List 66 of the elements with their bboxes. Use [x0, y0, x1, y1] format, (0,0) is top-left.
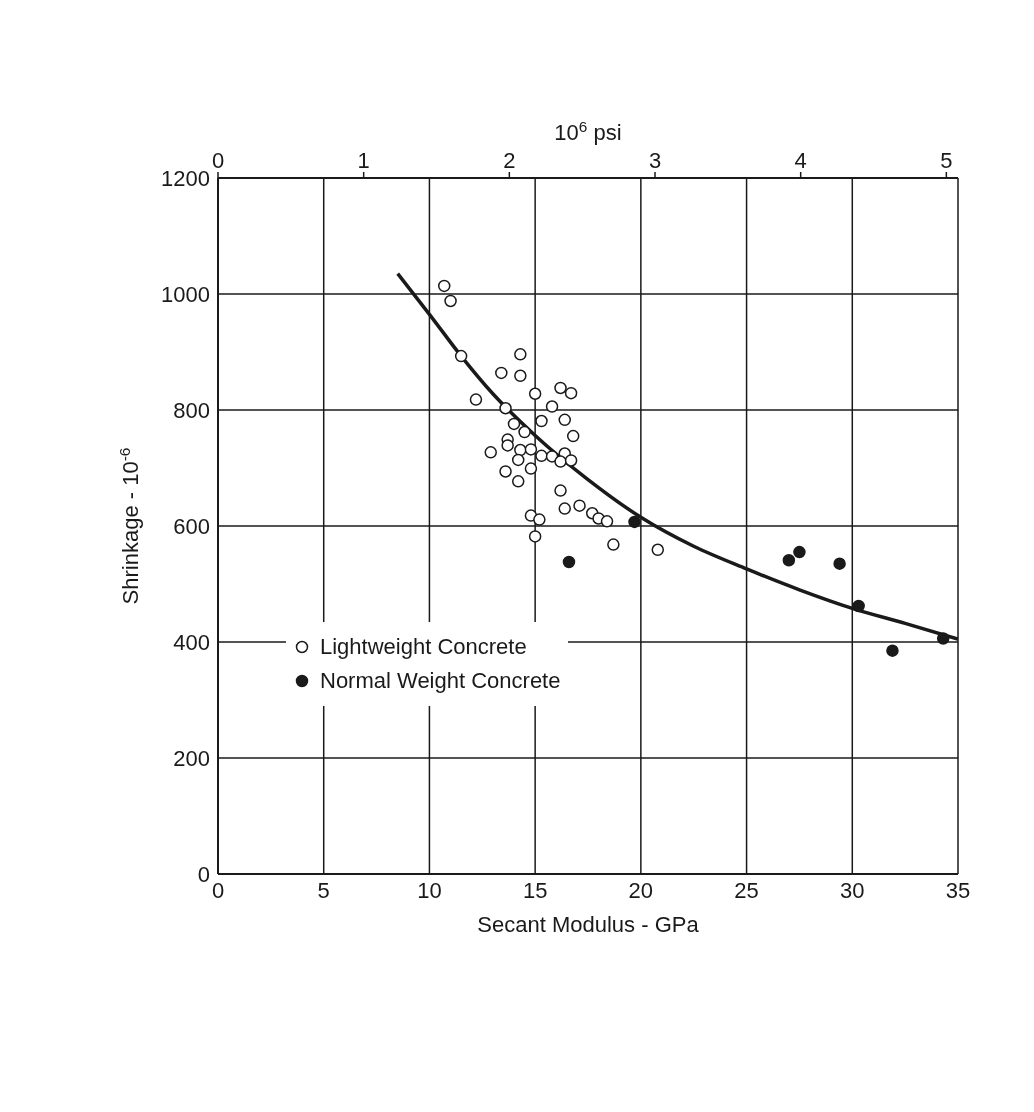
x-tick-label: 35	[945, 877, 971, 903]
x-tick-label: 25	[734, 877, 759, 903]
point	[437, 279, 451, 293]
point	[514, 369, 527, 383]
y-tick-label: 800	[173, 397, 210, 423]
point	[535, 449, 548, 463]
x2-tick-label: 1	[357, 148, 370, 173]
point	[454, 349, 468, 363]
x-axis-title: Secant Modulus - GPa	[477, 912, 700, 937]
point	[495, 366, 508, 380]
point	[564, 386, 578, 400]
point	[782, 553, 796, 567]
x-tick-label: 10	[417, 877, 442, 903]
y-tick-label: 1000	[161, 281, 210, 307]
point	[793, 545, 806, 559]
x-tick-label: 15	[522, 877, 548, 903]
point	[528, 387, 542, 401]
point	[511, 475, 525, 488]
point	[566, 429, 580, 443]
point	[558, 413, 571, 427]
point	[558, 502, 571, 515]
x2-tick-label: 4	[794, 148, 807, 173]
point	[833, 557, 846, 570]
point	[518, 425, 531, 439]
point	[852, 599, 865, 613]
point	[524, 443, 538, 456]
x2-tick-label: 2	[503, 148, 516, 173]
x-tick-label: 5	[317, 877, 330, 903]
x-tick-label: 20	[628, 877, 654, 903]
point	[936, 632, 950, 645]
point	[524, 462, 538, 475]
point	[600, 515, 614, 528]
point	[511, 453, 525, 467]
y-tick-label: 0	[197, 861, 210, 887]
point	[545, 400, 559, 413]
point	[564, 454, 578, 467]
point	[528, 530, 542, 543]
point	[469, 393, 483, 406]
point	[514, 348, 527, 361]
x2-tick-label: 3	[648, 148, 662, 173]
x2-axis-title: 10$^{6}$ psi	[554, 117, 622, 145]
point	[535, 414, 548, 428]
point	[484, 446, 497, 459]
point	[499, 465, 512, 478]
point	[554, 484, 567, 497]
point	[562, 555, 576, 569]
point	[573, 499, 586, 512]
point	[501, 439, 514, 452]
point	[499, 402, 512, 415]
point	[554, 381, 567, 395]
point	[651, 543, 665, 557]
point	[533, 513, 546, 526]
x2-tick-label: 5	[940, 148, 953, 173]
y-tick-label: 400	[173, 629, 210, 655]
x-tick-label: 30	[840, 877, 865, 903]
legend-label: Lightweight Concrete	[320, 634, 527, 660]
y-tick-label: 200	[173, 745, 210, 771]
y-tick-label: 600	[173, 513, 210, 539]
point	[628, 515, 641, 529]
y-tick-label: 1200	[161, 165, 210, 191]
point	[507, 417, 521, 431]
legend-label: Normal Weight Concrete	[320, 668, 561, 694]
point	[444, 294, 457, 308]
point	[607, 538, 620, 551]
point	[886, 644, 899, 657]
point	[554, 455, 567, 468]
